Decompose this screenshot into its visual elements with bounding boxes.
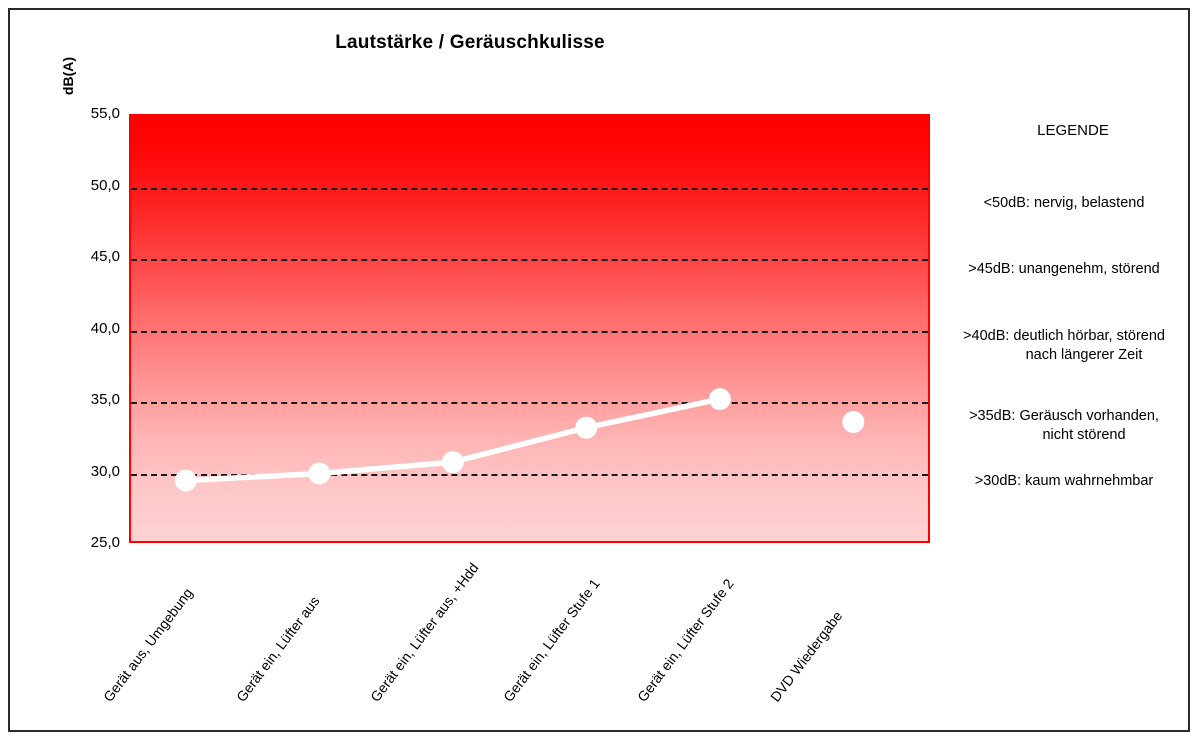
x-axis-category-label: DVD Wiedergabe (767, 607, 846, 705)
y-axis-tick-label: 45,0 (90, 248, 120, 265)
legend-entry-line: >40dB: deutlich hörbar, störend (963, 328, 1165, 344)
y-axis-tick-label: 50,0 (90, 176, 120, 194)
gridline (131, 402, 928, 404)
data-point-marker (441, 451, 464, 474)
y-axis-tick-label: 55,0 (90, 105, 120, 122)
legend: LEGENDE <50dB: nervig, belastend >45dB: u… (938, 122, 1190, 489)
gridline (131, 259, 928, 261)
legend-entry-line: nicht störend (1042, 427, 1126, 443)
legend-entry: <50dB: nervig, belastend (938, 194, 1190, 213)
legend-entry-line: nach längerer Zeit (1025, 347, 1143, 363)
legend-entry: >30dB: kaum wahrnehmbar (938, 472, 1190, 491)
legend-title: LEGENDE (1037, 122, 1109, 139)
gridline (131, 187, 928, 190)
x-axis-category-label: Gerät ein, Lüfter Stufe 2 (633, 575, 737, 705)
x-axis-category-label: Gerät aus, Umgebung (99, 584, 196, 705)
gridline (131, 473, 928, 476)
y-axis-tick-label: 25,0 (90, 534, 120, 551)
x-axis-category-label: Gerät ein, Lüfter aus (233, 593, 323, 705)
legend-entry-line: >30dB: kaum wahrnehmbar (974, 473, 1154, 489)
legend-entry-line: <50dB: nervig, belastend (983, 195, 1145, 211)
data-point-marker (575, 416, 598, 439)
x-axis-category-label: Gerät ein, Lüfter aus, +Hdd (366, 559, 482, 705)
y-axis-tick-label: 35,0 (90, 391, 120, 408)
legend-entry-line: >45dB: unangenehm, störend (968, 261, 1160, 277)
legend-entry: >35dB: Geräusch vorhanden, nicht störend (938, 407, 1190, 445)
plot-area (129, 114, 930, 543)
y-axis-tick-label: 30,0 (90, 462, 120, 480)
legend-entry: >45dB: unangenehm, störend (938, 260, 1190, 279)
chart-frame: Lautstärke / Geräuschkulisse dB(A) 55,0 5… (8, 8, 1190, 732)
gridline (131, 330, 928, 333)
series-line (183, 396, 723, 484)
y-axis-unit-label: dB(A) (60, 56, 76, 96)
legend-entry: >40dB: deutlich hörbar, störend nach läng… (938, 327, 1190, 365)
data-point-marker (708, 388, 731, 411)
data-point-marker (842, 411, 865, 433)
legend-entry-line: >35dB: Geräusch vorhanden, (969, 408, 1159, 424)
x-axis-category-label: Gerät ein, Lüfter Stufe 1 (500, 575, 603, 705)
y-axis-tick-label: 40,0 (90, 319, 120, 337)
chart-title: Lautstärke / Geräuschkulisse (335, 32, 605, 53)
